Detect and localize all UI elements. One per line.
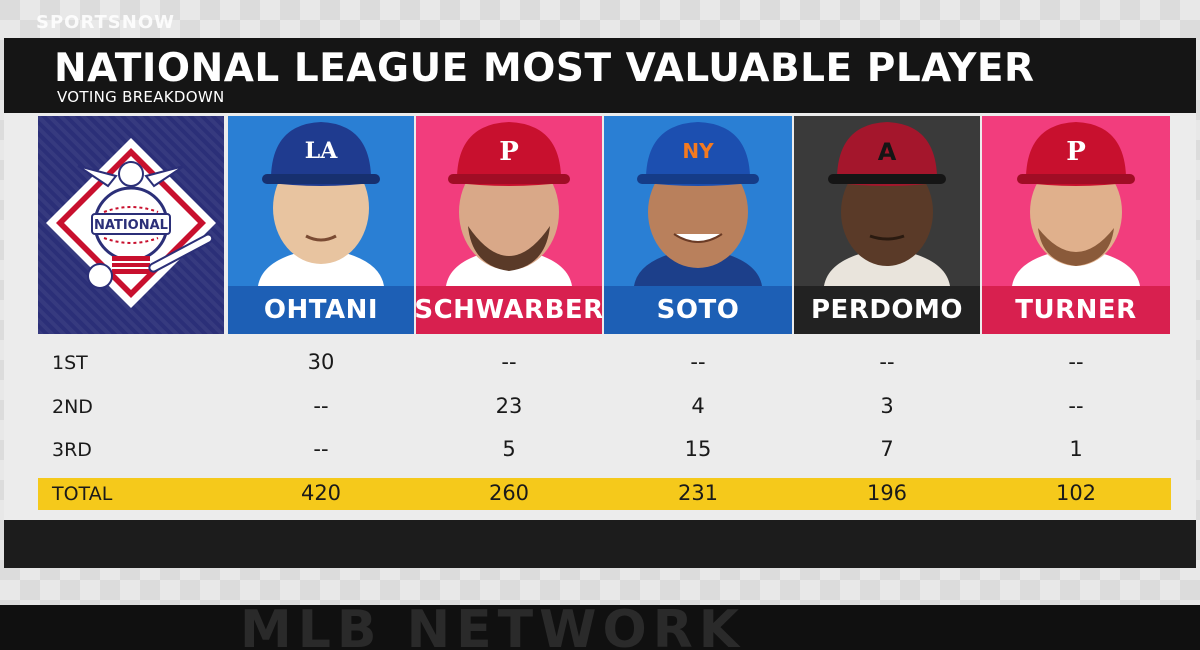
vote-cell-ohtani-total: 420 (300, 481, 342, 505)
player-tile-turner: P TURNER (982, 116, 1170, 334)
player-name: PERDOMO (794, 286, 980, 334)
player-photo: LA (228, 116, 414, 286)
player-name: TURNER (982, 286, 1170, 334)
total-bar (38, 478, 1171, 510)
logo-text: NATIONAL (94, 218, 168, 233)
player-photo: P (416, 116, 602, 286)
vote-cell-soto-total: 231 (677, 481, 719, 505)
player-tile-perdomo: A PERDOMO (794, 116, 980, 334)
national-league-logo-icon: NATIONAL (46, 138, 216, 308)
player-headshot-icon: P (1012, 122, 1140, 286)
vote-cell-perdomo-second: 3 (880, 394, 894, 418)
row-label-total: TOTAL (52, 483, 113, 505)
vote-cell-schwarber-first: -- (501, 350, 517, 374)
cap-letter: P (499, 137, 519, 167)
vote-cell-ohtani-third: -- (313, 437, 329, 461)
vote-cell-soto-first: -- (690, 350, 706, 374)
vote-cell-schwarber-third: 5 (502, 437, 516, 461)
cap-letter: A (878, 138, 897, 166)
player-photo: A (794, 116, 980, 286)
player-headshot-icon: P (446, 122, 572, 286)
network-watermark: MLB NETWORK (240, 600, 746, 650)
bottom-strip (0, 605, 1200, 650)
row-label-first: 1ST (52, 352, 88, 374)
cap-letter: LA (305, 138, 338, 164)
vote-cell-turner-third: 1 (1069, 437, 1083, 461)
player-headshot-icon: A (824, 122, 950, 286)
row-label-third: 3RD (52, 439, 92, 461)
cap-letter: P (1066, 137, 1086, 167)
footer-bar (4, 520, 1196, 568)
vote-cell-schwarber-total: 260 (488, 481, 530, 505)
player-tile-schwarber: P SCHWARBER (414, 116, 603, 334)
player-headshot-icon: LA (258, 122, 384, 286)
vote-cell-ohtani-second: -- (313, 394, 329, 418)
vote-cell-turner-first: -- (1068, 350, 1084, 374)
vote-cell-schwarber-second: 23 (495, 394, 523, 418)
player-name: SCHWARBER (414, 286, 603, 334)
player-name: OHTANI (228, 286, 414, 334)
vote-cell-turner-total: 102 (1055, 481, 1097, 505)
player-headshot-icon: NY (634, 122, 762, 286)
player-name: SOTO (604, 286, 792, 334)
network-logo: SPORTSNOW (36, 12, 175, 33)
vote-cell-soto-second: 4 (691, 394, 705, 418)
player-photo: P (982, 116, 1170, 286)
player-tile-soto: NY SOTO (604, 116, 792, 334)
vote-cell-ohtani-first: 30 (307, 350, 335, 374)
national-league-logo: NATIONAL (38, 116, 224, 334)
vote-cell-soto-third: 15 (684, 437, 712, 461)
vote-cell-perdomo-first: -- (879, 350, 895, 374)
player-photo: NY (604, 116, 792, 286)
cap-letter: NY (682, 139, 714, 163)
player-tile-ohtani: LA OHTANI (228, 116, 414, 334)
row-label-second: 2ND (52, 396, 93, 418)
vote-cell-perdomo-total: 196 (866, 481, 908, 505)
header-banner: NATIONAL LEAGUE MOST VALUABLE PLAYER VOT… (4, 38, 1196, 113)
vote-cell-turner-second: -- (1068, 394, 1084, 418)
page-title: NATIONAL LEAGUE MOST VALUABLE PLAYER (54, 46, 1035, 91)
page-subtitle: VOTING BREAKDOWN (57, 88, 225, 106)
vote-cell-perdomo-third: 7 (880, 437, 894, 461)
